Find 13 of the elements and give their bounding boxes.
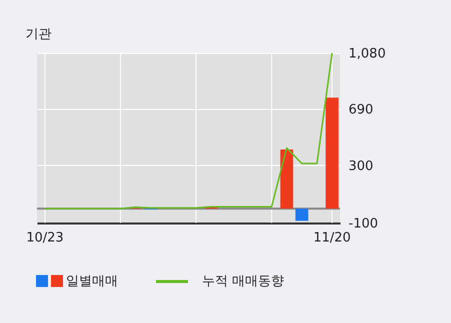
y-tick-label: 300 [348,158,374,174]
y-tick-label: 690 [348,102,374,118]
y-tick-label: -100 [348,216,378,232]
x-tick-label: 11/20 [313,230,351,246]
bar [326,98,338,209]
bar [295,208,308,221]
legend-label: 누적 매매동향 [202,273,284,290]
x-tick-label: 10/23 [26,230,64,246]
y-tick-label: 1,080 [348,46,386,62]
legend-label: 일별매매 [66,273,118,290]
bar [280,150,294,209]
chart-title: 기관 [26,27,52,42]
line-series [44,53,333,210]
